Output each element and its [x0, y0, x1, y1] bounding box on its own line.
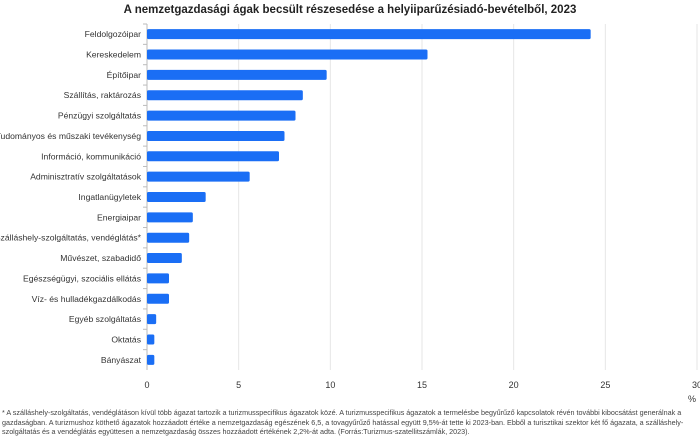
x-axis-label: %	[688, 394, 696, 404]
y-tick-label: Víz- és hulladékgazdálkodás	[32, 294, 141, 304]
bar	[147, 212, 193, 223]
y-tick-label: Szálláshely-szolgáltatás, vendéglátás*	[0, 233, 142, 243]
y-tick-label: Információ, kommunikáció	[41, 151, 141, 161]
x-tick-label: 10	[325, 380, 335, 390]
bar-chart: 0 5 10 15 20 25 30% Feldolgozóipar Kereskedelem É…	[0, 23, 700, 404]
y-tick-label: Pénzügyi szolgáltatás	[58, 111, 141, 121]
footnote: * A szálláshely-szolgáltatás, vendéglátá…	[2, 408, 684, 436]
x-tick-label: 30	[692, 380, 700, 390]
x-tick-label: 0	[144, 380, 149, 390]
bar	[147, 171, 250, 182]
bar	[147, 49, 428, 60]
bar	[147, 110, 296, 121]
y-tick-label: Oktatás	[111, 334, 141, 344]
bar	[147, 130, 285, 141]
bar	[147, 192, 206, 202]
y-tick-label: Egyéb szolgáltatás	[69, 314, 141, 324]
x-tick-label: 15	[417, 380, 427, 390]
y-tick-label: Tudományos és műszaki tevékenység	[0, 131, 141, 141]
y-tick-label: Kereskedelem	[86, 50, 141, 60]
x-tick-label: 25	[600, 380, 610, 390]
x-tick-label: 5	[236, 380, 241, 390]
y-tick-label: Egészségügyi, szociális ellátás	[23, 273, 141, 283]
bar	[147, 273, 169, 284]
bar	[147, 90, 303, 101]
y-tick-label: Szállítás, raktározás	[64, 90, 141, 100]
bar	[147, 29, 591, 40]
y-tick-label: Ingatlanügyletek	[78, 192, 141, 202]
bar	[147, 232, 190, 243]
y-tick-label: Bányászat	[101, 355, 142, 365]
bar	[147, 293, 169, 304]
x-tick-label: 20	[509, 380, 519, 390]
y-tick-label: Művészet, szabadidő	[60, 253, 141, 263]
y-tick-label: Építőipar	[107, 70, 142, 80]
bar	[147, 334, 155, 345]
bar	[147, 151, 279, 162]
chart-title: A nemzetgazdasági ágak becsült részesedé…	[123, 4, 577, 16]
y-tick-label: Feldolgozóipar	[85, 29, 142, 39]
bar	[147, 253, 182, 264]
y-tick-label: Adminisztratív szolgáltatások	[30, 172, 142, 182]
bar	[147, 354, 155, 365]
bar	[147, 314, 157, 325]
y-tick-label: Energiaipar	[97, 212, 141, 222]
bar	[147, 69, 327, 80]
